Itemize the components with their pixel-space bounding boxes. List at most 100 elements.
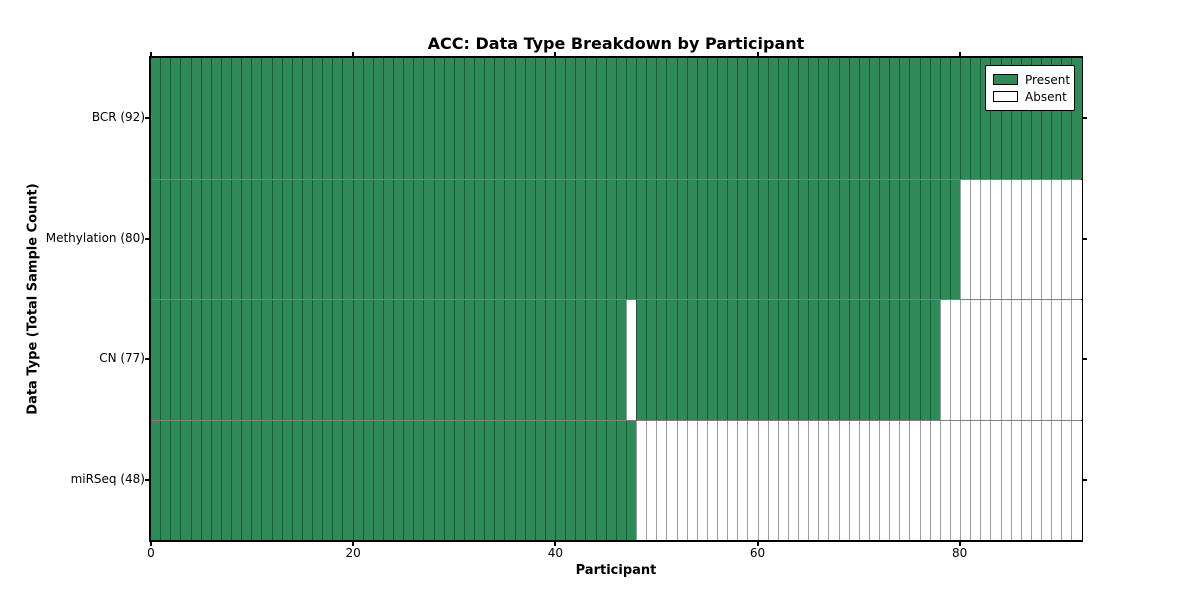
absent-cell	[1061, 179, 1072, 299]
present-cell	[180, 179, 191, 299]
present-cell	[646, 300, 657, 420]
present-cell	[636, 179, 647, 299]
present-cell	[504, 58, 515, 179]
present-cell	[231, 420, 242, 540]
present-cell	[514, 58, 525, 179]
legend-label: Absent	[1025, 89, 1067, 104]
present-cell	[595, 420, 606, 540]
present-cell	[909, 300, 920, 420]
absent-cell	[1041, 300, 1052, 420]
absent-cell	[828, 420, 839, 540]
present-cell	[777, 300, 788, 420]
present-cell	[929, 300, 940, 420]
present-cell	[241, 420, 252, 540]
absent-cell	[1051, 420, 1062, 540]
present-cell	[271, 300, 282, 420]
tick-mark	[145, 117, 149, 120]
present-cell	[544, 179, 555, 299]
present-cell	[413, 420, 424, 540]
present-cell	[403, 420, 414, 540]
present-cell	[251, 300, 262, 420]
present-cell	[929, 179, 940, 299]
present-cell	[625, 420, 636, 540]
present-cell	[352, 420, 363, 540]
present-cell	[433, 58, 444, 179]
present-cell	[241, 179, 252, 299]
present-cell	[757, 300, 768, 420]
present-cell	[423, 179, 434, 299]
present-cell	[463, 420, 474, 540]
present-cell	[312, 58, 323, 179]
present-cell	[544, 420, 555, 540]
present-cell	[362, 179, 373, 299]
present-cell	[393, 179, 404, 299]
tick-mark	[352, 542, 355, 546]
present-cell	[291, 420, 302, 540]
absent-cell	[949, 300, 960, 420]
legend-item: Absent	[993, 89, 1067, 105]
absent-cell	[939, 300, 950, 420]
absent-cell	[1010, 420, 1021, 540]
present-cell	[767, 300, 778, 420]
present-cell	[433, 300, 444, 420]
present-cell	[514, 420, 525, 540]
absent-cell	[777, 420, 788, 540]
present-cell	[231, 179, 242, 299]
present-cell	[382, 300, 393, 420]
present-cell	[453, 300, 464, 420]
present-cell	[241, 300, 252, 420]
absent-cell	[939, 420, 950, 540]
present-cell	[301, 300, 312, 420]
tick-mark	[1083, 237, 1087, 240]
present-cell	[180, 58, 191, 179]
present-cell	[301, 179, 312, 299]
absent-cell	[1071, 179, 1082, 299]
present-cell	[818, 300, 829, 420]
present-cell	[565, 58, 576, 179]
data-row-miRSeq	[151, 419, 1082, 540]
present-cell	[474, 420, 485, 540]
tick-mark	[1083, 117, 1087, 120]
present-cell	[899, 300, 910, 420]
present-cell	[838, 58, 849, 179]
absent-cell	[1041, 179, 1052, 299]
present-cell	[382, 179, 393, 299]
present-cell	[210, 58, 221, 179]
absent-cell	[889, 420, 900, 540]
present-cell	[160, 420, 171, 540]
tick-mark	[1083, 478, 1087, 481]
absent-cell	[1061, 300, 1072, 420]
present-cell	[393, 300, 404, 420]
present-cell	[818, 58, 829, 179]
present-cell	[1020, 58, 1031, 179]
present-cell	[210, 420, 221, 540]
tick-mark	[554, 52, 557, 56]
present-cell	[747, 179, 758, 299]
absent-cell	[980, 179, 991, 299]
present-cell	[180, 420, 191, 540]
present-cell	[1000, 58, 1011, 179]
present-cell	[555, 300, 566, 420]
absent-cell	[787, 420, 798, 540]
present-cell	[798, 58, 809, 179]
present-cell	[868, 58, 879, 179]
present-cell	[828, 300, 839, 420]
present-cell	[220, 179, 231, 299]
present-cell	[342, 179, 353, 299]
present-cell	[858, 179, 869, 299]
present-cell	[312, 300, 323, 420]
present-cell	[565, 420, 576, 540]
present-cell	[767, 58, 778, 179]
present-cell	[727, 58, 738, 179]
absent-cell	[1010, 179, 1021, 299]
present-cell	[605, 58, 616, 179]
present-cell	[676, 58, 687, 179]
present-cell	[463, 58, 474, 179]
present-cell	[818, 179, 829, 299]
absent-cell	[747, 420, 758, 540]
present-cell	[636, 58, 647, 179]
tick-mark	[145, 237, 149, 240]
present-cell	[544, 300, 555, 420]
present-cell	[646, 58, 657, 179]
present-cell	[727, 179, 738, 299]
